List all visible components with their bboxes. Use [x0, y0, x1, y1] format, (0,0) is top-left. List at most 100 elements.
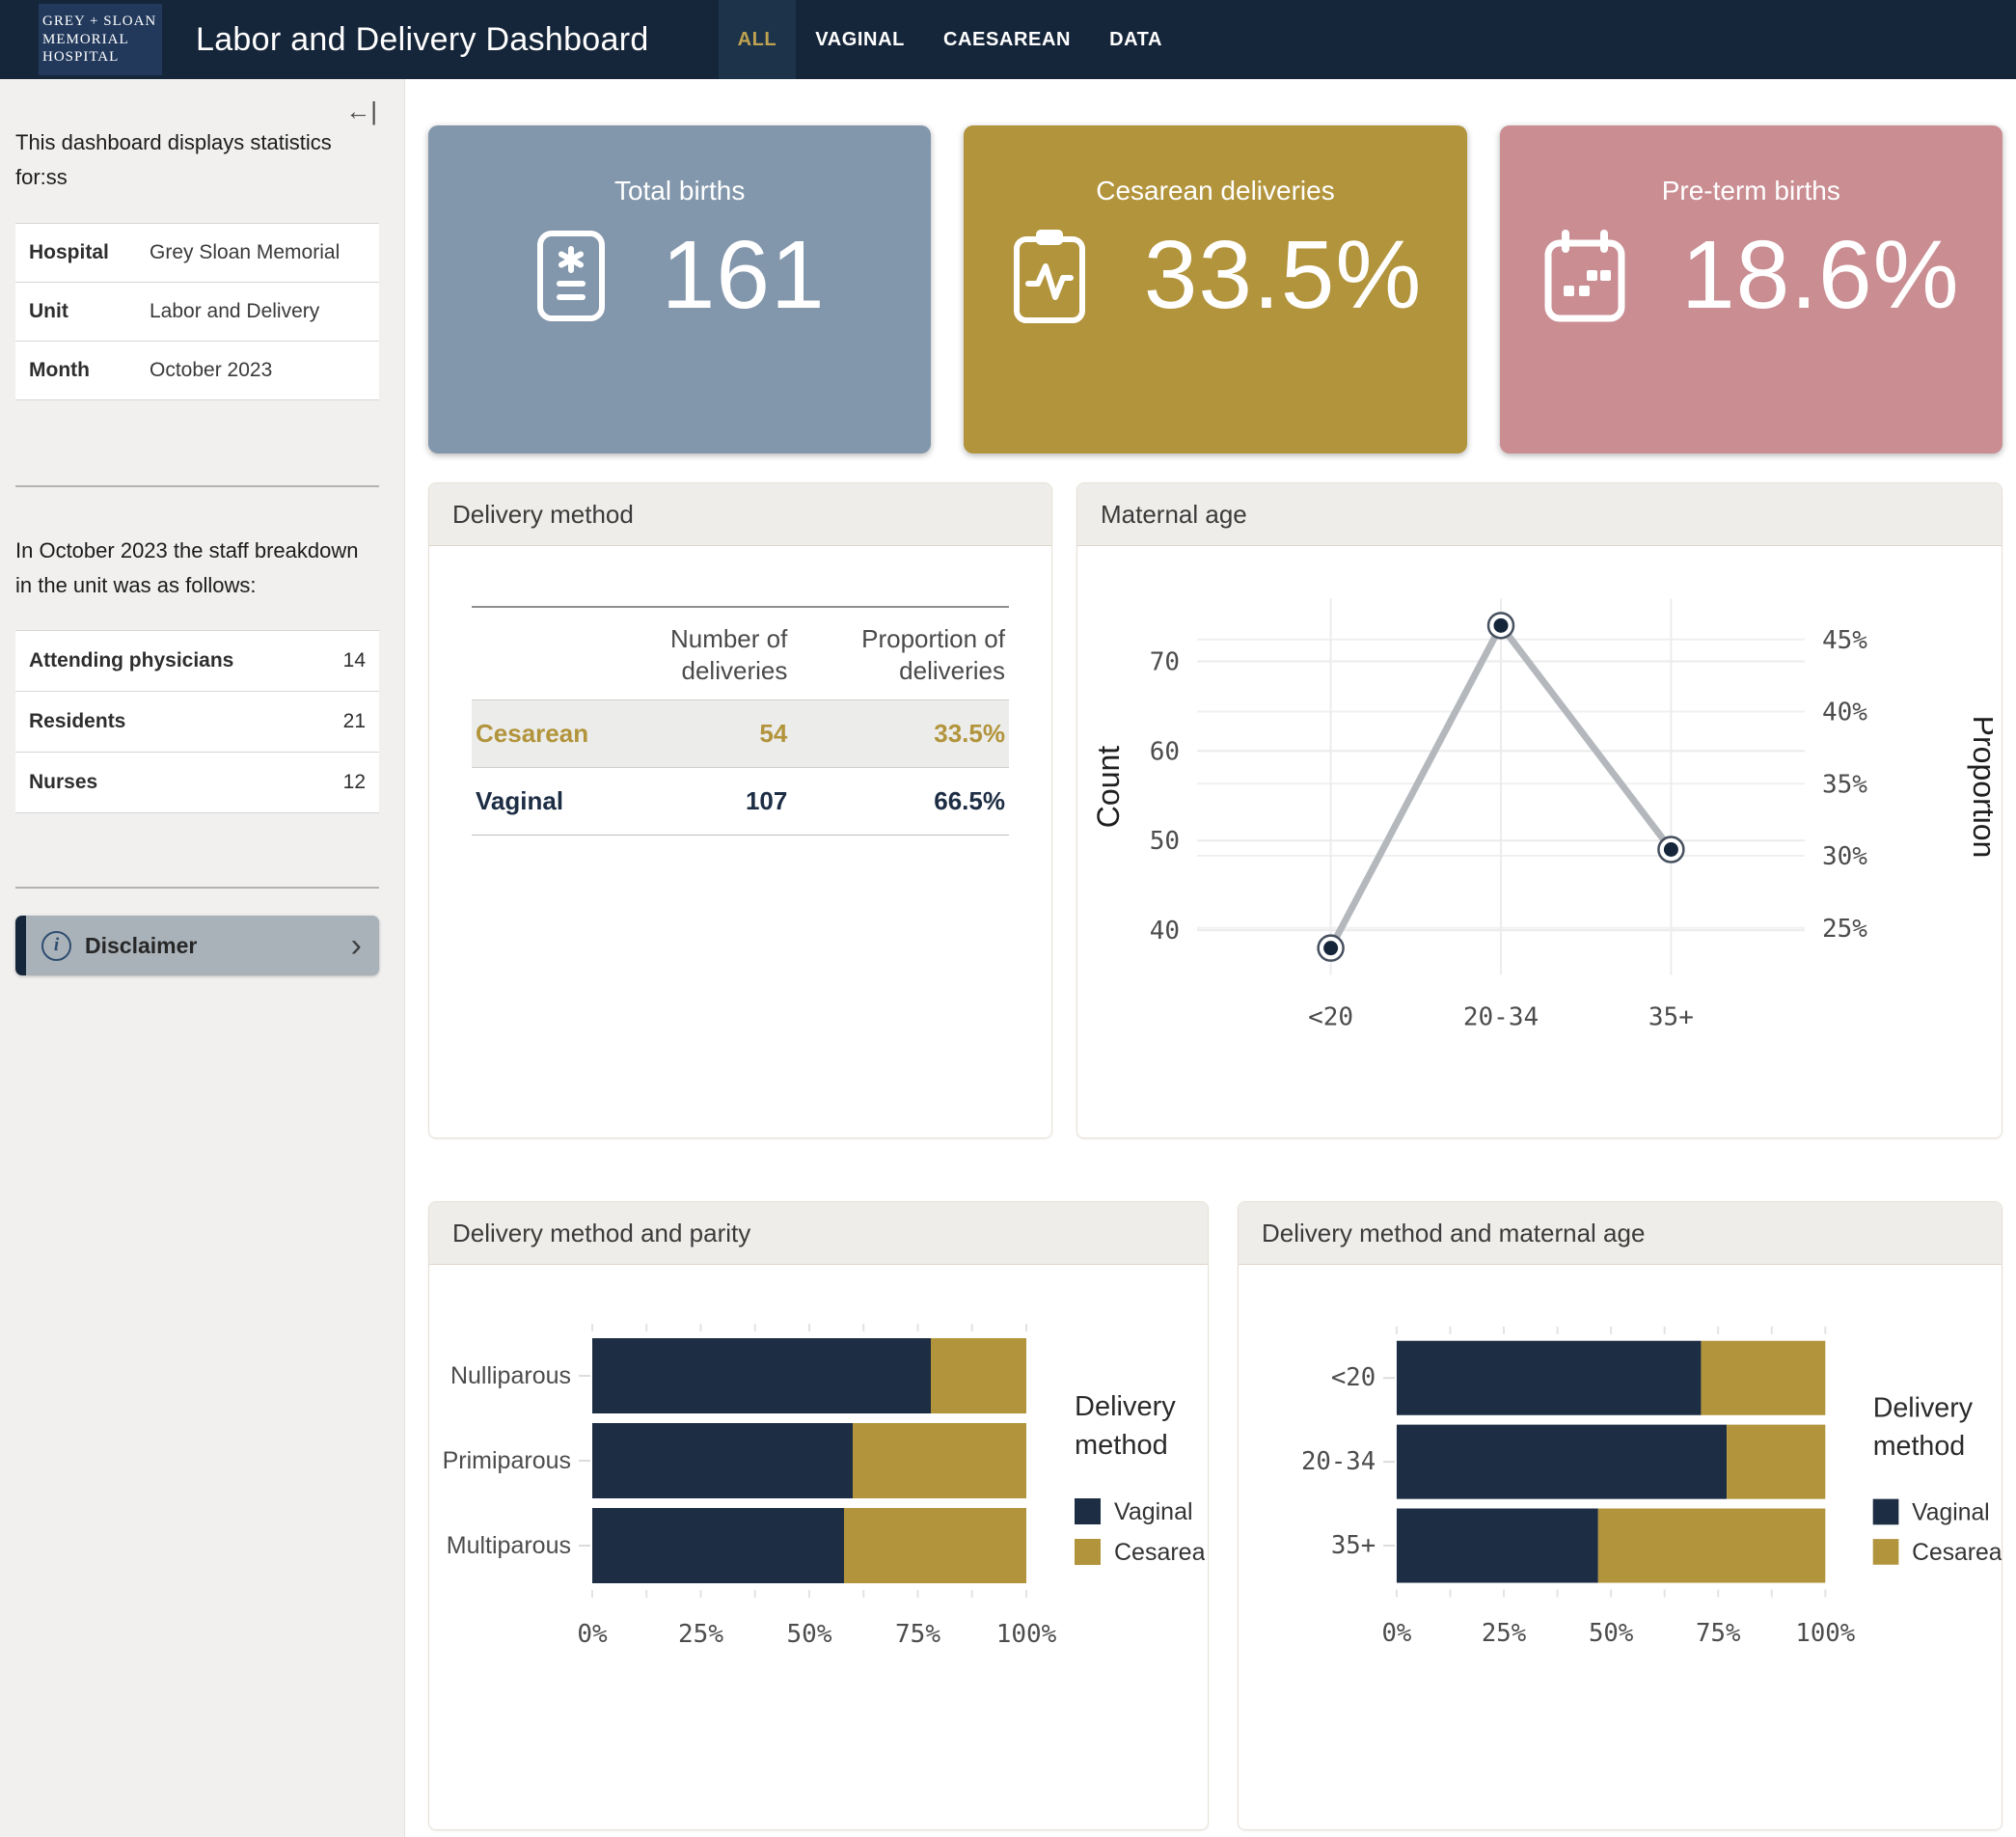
info-label: Month: [29, 359, 150, 382]
divider: [15, 485, 379, 487]
svg-text:35+: 35+: [1330, 1530, 1375, 1559]
svg-text:25%: 25%: [1481, 1618, 1526, 1647]
column-header: Proportion of deliveries: [791, 607, 1009, 700]
svg-text:25%: 25%: [1822, 914, 1867, 943]
panel-body: 0% 25% 50% 75% 100% <20 20-34 35+ Delivery method…: [1239, 1265, 2002, 1829]
maternal-age-stacked-bar-chart: 0% 25% 50% 75% 100% <20 20-34 35+ Delivery method…: [1240, 1306, 2002, 1789]
labor-delivery-dashboard: GREY + SLOAN MEMORIAL HOSPITAL Labor and…: [0, 0, 2016, 1837]
clipboard-pulse-icon: [1009, 228, 1090, 324]
panel-delivery-method: Delivery method Number of deliveries Pro…: [428, 482, 1052, 1138]
deliveries-count: 54: [592, 700, 791, 768]
svg-text:20-34: 20-34: [1463, 1002, 1539, 1031]
table-row: Attending physicians 14: [15, 631, 379, 692]
kpi-label: Cesarean deliveries: [1096, 176, 1334, 206]
nav-tab-data[interactable]: DATA: [1090, 0, 1182, 79]
maternal-age-line-chart: 4050607025%30%35%40%45%<2020-3435+CountP…: [1086, 564, 1993, 1119]
svg-text:Vaginal: Vaginal: [1114, 1498, 1193, 1525]
info-label: Unit: [29, 300, 150, 323]
panel-header: Maternal age: [1077, 483, 2002, 546]
svg-text:0%: 0%: [577, 1620, 608, 1649]
staff-count: 14: [343, 649, 366, 672]
svg-text:<20: <20: [1308, 1002, 1353, 1031]
parity-stacked-bar-chart: 0%25%50%75%100%NulliparousPrimiparousMul…: [433, 1306, 1205, 1789]
table-row: Hospital Grey Sloan Memorial: [15, 224, 379, 283]
info-label: Hospital: [29, 241, 150, 264]
sidebar-collapse-icon[interactable]: ←|: [345, 96, 377, 126]
staff-label: Residents: [29, 710, 125, 733]
charts-row-2: Delivery method and parity 0%25%50%75%10…: [428, 1201, 2002, 1830]
nav-tab-all[interactable]: ALL: [719, 0, 797, 79]
logo-line-3: HOSPITAL: [42, 48, 156, 67]
hospital-logo: GREY + SLOAN MEMORIAL HOSPITAL: [39, 4, 162, 75]
kpi-value: 18.6%: [1681, 220, 1960, 331]
kpi-preterm-births: Pre-term births 18.6%: [1500, 125, 2002, 453]
svg-text:Vaginal: Vaginal: [1912, 1499, 1989, 1525]
main-content: Total births 161: [405, 79, 2016, 1837]
svg-text:30%: 30%: [1822, 842, 1867, 871]
staff-intro-text: In October 2023 the staff breakdown in t…: [15, 534, 379, 604]
panel-body: 0%25%50%75%100%NulliparousPrimiparousMul…: [429, 1265, 1208, 1829]
svg-text:method: method: [1075, 1430, 1168, 1461]
table-row: Unit Labor and Delivery: [15, 283, 379, 342]
svg-text:Delivery: Delivery: [1075, 1391, 1176, 1422]
panel-title: Delivery method and maternal age: [1262, 1219, 1645, 1248]
logo-line-1: GREY + SLOAN: [42, 13, 156, 31]
nav-tab-vaginal[interactable]: VAGINAL: [796, 0, 924, 79]
svg-text:50%: 50%: [786, 1620, 831, 1649]
row-label: Cesarean: [472, 700, 592, 768]
panel-maternal-age: Maternal age 4050607025%30%35%40%45%<202…: [1076, 482, 2002, 1138]
svg-text:45%: 45%: [1822, 625, 1867, 654]
panel-header: Delivery method and maternal age: [1239, 1202, 2002, 1265]
hospital-info-table: Hospital Grey Sloan Memorial Unit Labor …: [15, 223, 379, 400]
svg-text:100%: 100%: [1795, 1618, 1855, 1647]
svg-text:Proportion: Proportion: [1967, 715, 1993, 858]
panel-title: Delivery method and parity: [452, 1219, 750, 1248]
kpi-total-births: Total births 161: [428, 125, 931, 453]
info-icon: i: [41, 931, 71, 961]
kpi-value: 161: [662, 220, 826, 331]
column-header: Number of deliveries: [592, 607, 791, 700]
logo-line-2: MEMORIAL: [42, 31, 156, 49]
kpi-cesarean-deliveries: Cesarean deliveries 33.5%: [964, 125, 1466, 453]
panel-delivery-maternal-age: Delivery method and maternal age 0% 25% 50…: [1238, 1201, 2002, 1830]
staff-count: 21: [343, 710, 366, 733]
table-row-vaginal: Vaginal 107 66.5%: [472, 768, 1009, 836]
kpi-value: 33.5%: [1144, 220, 1423, 331]
svg-text:20-34: 20-34: [1300, 1447, 1375, 1476]
staff-label: Attending physicians: [29, 649, 233, 672]
table-row: Residents 21: [15, 692, 379, 753]
hospital-logo-text: GREY + SLOAN MEMORIAL HOSPITAL: [42, 13, 156, 67]
svg-text:35%: 35%: [1822, 770, 1867, 799]
svg-text:35+: 35+: [1648, 1002, 1694, 1031]
column-header-empty: [472, 607, 592, 700]
disclaimer-button[interactable]: i Disclaimer ›: [15, 916, 379, 975]
svg-text:<20: <20: [1330, 1363, 1375, 1392]
charts-row-1: Delivery method Number of deliveries Pro…: [428, 482, 2002, 1138]
svg-text:Multiparous: Multiparous: [446, 1532, 570, 1559]
kpi-label: Total births: [614, 176, 745, 206]
svg-text:Cesarean: Cesarean: [1912, 1539, 2002, 1565]
disclaimer-label: Disclaimer: [85, 933, 351, 959]
birth-record-icon: [534, 228, 608, 324]
calendar-icon: [1542, 230, 1627, 322]
panel-header: Delivery method: [429, 483, 1051, 546]
delivery-method-table: Number of deliveries Proportion of deliv…: [472, 606, 1009, 836]
nav-tab-caesarean[interactable]: CAESAREAN: [924, 0, 1090, 79]
svg-text:Primiparous: Primiparous: [442, 1447, 570, 1474]
deliveries-proportion: 33.5%: [791, 700, 1009, 768]
svg-text:50%: 50%: [1588, 1618, 1633, 1647]
panel-body: 4050607025%30%35%40%45%<2020-3435+CountP…: [1077, 546, 2002, 1138]
info-value: October 2023: [150, 359, 272, 382]
panel-body: Number of deliveries Proportion of deliv…: [429, 546, 1051, 1138]
divider: [15, 887, 379, 889]
svg-text:40: 40: [1150, 917, 1180, 946]
table-row-cesarean: Cesarean 54 33.5%: [472, 700, 1009, 768]
svg-text:method: method: [1872, 1431, 1964, 1462]
svg-text:0%: 0%: [1381, 1618, 1411, 1647]
staff-count: 12: [343, 771, 366, 794]
svg-text:75%: 75%: [1696, 1618, 1741, 1647]
svg-text:70: 70: [1150, 647, 1180, 676]
svg-text:Delivery: Delivery: [1872, 1392, 1973, 1423]
panel-title: Delivery method: [452, 500, 634, 530]
main-nav: ALL VAGINAL CAESAREAN DATA: [719, 0, 1182, 79]
